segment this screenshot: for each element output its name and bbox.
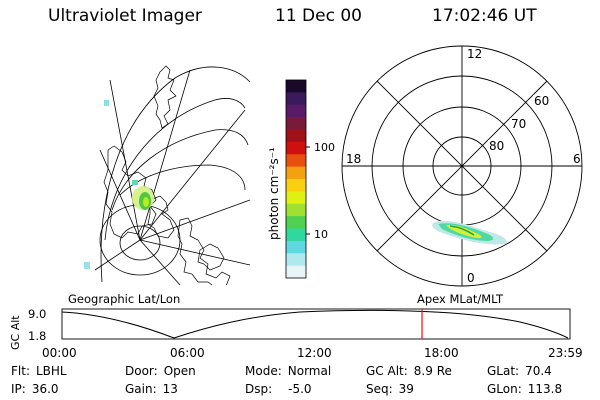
timeline-xtick-1200: 12:00 bbox=[297, 346, 332, 360]
timeline-xtick-1800: 18:00 bbox=[424, 346, 459, 360]
coastline bbox=[177, 217, 231, 285]
meridian bbox=[94, 239, 141, 271]
meridian-diag bbox=[376, 80, 548, 252]
meridian bbox=[139, 239, 181, 285]
mlt-label-6: 6 bbox=[573, 152, 581, 166]
instrument-title: Ultraviolet Imager bbox=[48, 6, 202, 26]
gc-alt-readout: GC Alt: 8.9 Re bbox=[366, 364, 452, 378]
mlt-label-18: 18 bbox=[346, 152, 361, 166]
colorbar-segment bbox=[286, 141, 306, 155]
meridian bbox=[139, 199, 251, 241]
lat-ring bbox=[111, 129, 249, 211]
colorbar-segment bbox=[286, 166, 306, 180]
colorbar-segment bbox=[286, 104, 306, 118]
colorbar-segment bbox=[286, 228, 306, 242]
gain-readout: Gain: 13 bbox=[125, 382, 178, 396]
polar-aurora bbox=[432, 220, 507, 245]
mlat-label-70: 70 bbox=[511, 117, 526, 131]
timeline-xtick-2359: 23:59 bbox=[548, 346, 583, 360]
coastline bbox=[103, 145, 157, 239]
door-readout: Door: Open bbox=[125, 364, 196, 378]
altitude-timeline bbox=[61, 308, 571, 340]
meridian bbox=[139, 69, 191, 241]
seq-readout: Seq: 39 bbox=[366, 382, 414, 396]
coastline bbox=[153, 65, 177, 129]
timeline-xtick-0600: 06:00 bbox=[170, 346, 205, 360]
mlat-label-60: 60 bbox=[534, 94, 549, 108]
timeline-frame bbox=[61, 308, 571, 340]
geographic-aurora bbox=[84, 100, 154, 269]
coastline bbox=[147, 195, 175, 239]
colorbar-segment bbox=[286, 80, 306, 93]
colorbar-frame bbox=[285, 79, 307, 279]
colorbar-segment bbox=[286, 154, 306, 168]
time-label: 17:02:46 UT bbox=[432, 6, 537, 26]
colorbar-segment bbox=[286, 92, 306, 106]
colorbar-segment bbox=[286, 117, 306, 130]
date-label: 11 Dec 00 bbox=[275, 6, 362, 26]
globe-limb bbox=[100, 66, 251, 283]
polar-plot bbox=[341, 45, 583, 287]
colorbar-segment bbox=[286, 203, 306, 217]
colorbar-unit-label: photon cm⁻²s⁻¹ bbox=[267, 147, 281, 240]
mode-readout: Mode: Normal bbox=[245, 364, 332, 378]
colorbar-segment bbox=[286, 265, 306, 279]
lat-ring bbox=[119, 164, 246, 196]
ip-readout: IP: 36.0 bbox=[11, 382, 59, 396]
colorbar-segment bbox=[286, 129, 306, 143]
colorbar-segment bbox=[286, 216, 306, 229]
altitude-curve bbox=[61, 309, 569, 339]
glon-readout: GLon: 113.8 bbox=[487, 382, 563, 396]
meridian bbox=[139, 239, 251, 266]
mlat-label-80: 80 bbox=[489, 139, 504, 153]
dsp-readout: Dsp: -5.0 bbox=[245, 382, 312, 396]
timeline-xtick-0000: 00:00 bbox=[42, 346, 77, 360]
colorbar-segment bbox=[286, 253, 306, 267]
timeline-ylabel: GC Alt bbox=[9, 315, 22, 350]
colorbar-segment bbox=[286, 191, 306, 205]
meridian bbox=[99, 149, 141, 241]
geographic-map bbox=[94, 65, 251, 285]
mlt-label-12: 12 bbox=[467, 47, 482, 61]
timeline-ytick-9: 9.0 bbox=[28, 307, 46, 321]
lat-ring bbox=[104, 98, 246, 241]
lat-ring bbox=[119, 225, 161, 261]
filter-readout: Flt: LBHL bbox=[11, 364, 67, 378]
glat-readout: GLat: 70.4 bbox=[487, 364, 552, 378]
colorbar-segment bbox=[286, 240, 306, 254]
colorbar-tick-10: 10 bbox=[314, 228, 328, 241]
colorbar-tick-100: 100 bbox=[314, 141, 335, 154]
apex-label: Apex MLat/MLT bbox=[417, 292, 504, 306]
colorbar-segment bbox=[286, 179, 306, 192]
geographic-label: Geographic Lat/Lon bbox=[68, 292, 180, 306]
meridian bbox=[139, 109, 246, 241]
timeline-ytick-1.8: 1.8 bbox=[28, 329, 46, 343]
colorbar bbox=[286, 80, 306, 279]
coastline bbox=[197, 243, 225, 271]
mlt-label-0: 0 bbox=[467, 271, 475, 285]
